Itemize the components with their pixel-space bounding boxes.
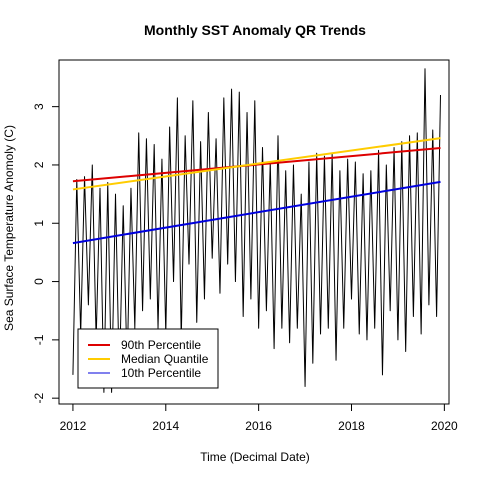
x-tick-label: 2012 [60, 419, 87, 433]
y-axis-label: Sea Surface Temperature Anomoly (C) [2, 125, 16, 331]
trend-line-10th [72, 180, 441, 245]
y-axis: -2 -1 0 1 2 3 [32, 103, 59, 404]
x-tick-label: 2020 [431, 419, 458, 433]
legend-label-90th: 90th Percentile [121, 338, 201, 352]
legend-label-10th: 10th Percentile [121, 366, 201, 380]
y-tick-label: 1 [32, 220, 46, 227]
chart-title: Monthly SST Anomaly QR Trends [144, 22, 366, 38]
y-tick-label: -1 [32, 334, 46, 345]
x-axis: 2012 2014 2016 2018 2020 [60, 404, 458, 433]
plot-frame [58, 59, 450, 405]
x-axis-label: Time (Decimal Date) [200, 450, 310, 464]
x-tick-label: 2018 [338, 419, 365, 433]
y-tick-label: 0 [32, 278, 46, 285]
series-layer [72, 68, 441, 393]
legend-label-median: Median Quantile [121, 352, 209, 366]
y-tick-label: 3 [32, 103, 46, 110]
sst-anomaly-line [72, 68, 441, 393]
y-tick-label: -2 [32, 393, 46, 404]
x-tick-label: 2016 [245, 419, 272, 433]
trend-line-median [72, 137, 441, 191]
y-tick-label: 2 [32, 161, 46, 168]
legend: 90th Percentile Median Quantile 10th Per… [77, 328, 219, 389]
x-tick-label: 2014 [152, 419, 179, 433]
